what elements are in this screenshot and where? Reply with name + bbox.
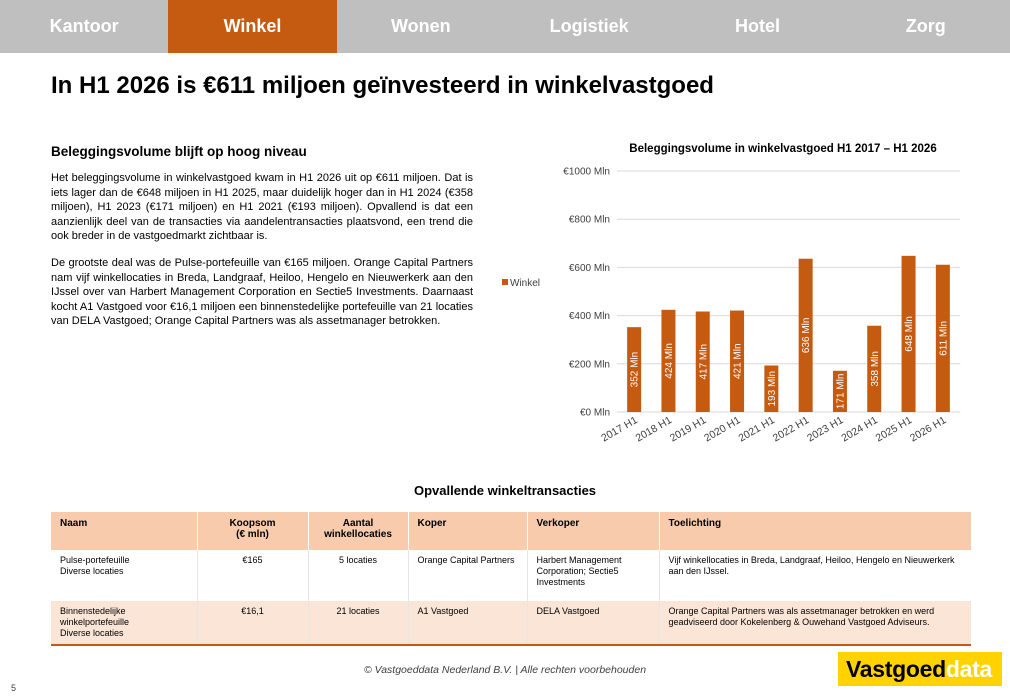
header-koper: Koper xyxy=(408,512,528,550)
cell-toelichting: Vijf winkellocaties in Breda, Landgraaf,… xyxy=(659,550,971,601)
tab-logistiek[interactable]: Logistiek xyxy=(549,16,629,36)
cell-naam: Pulse-portefeuille Diverse locaties xyxy=(51,550,198,601)
bar-data-label: 421 Mln xyxy=(733,343,744,379)
intro-paragraph: Het beleggingsvolume in winkelvastgoed k… xyxy=(51,172,473,242)
sector-tabs: Kantoor Winkel Wonen Logistiek Hotel Zor… xyxy=(0,0,1010,53)
x-tick-label: 2025 H1 xyxy=(874,414,915,444)
cell-aantal: 5 locaties xyxy=(308,550,409,601)
bar-data-label: 611 Mln xyxy=(938,321,949,356)
vastgoeddata-logo: Vastgoed data xyxy=(838,652,1002,686)
cell-koopsom: €16,1 xyxy=(197,601,309,646)
x-tick-label: 2020 H1 xyxy=(702,414,743,444)
bar xyxy=(764,365,779,412)
investment-volume-chart: Beleggingsvolume in winkelvastgoed H1 20… xyxy=(502,143,960,444)
legend-swatch xyxy=(502,279,508,285)
table-title: Opvallende winkeltransacties xyxy=(413,483,597,498)
copyright-footer: © Vastgoeddata Nederland B.V. | Alle rec… xyxy=(363,664,647,676)
cell-aantal: 21 locaties xyxy=(308,601,409,646)
cell-koper: A1 Vastgoed xyxy=(408,601,528,646)
bar-data-label: 358 Mln xyxy=(870,351,881,387)
logo-text-part1: Vastgoed xyxy=(846,655,946,682)
y-tick-label: €0 Mln xyxy=(580,408,610,419)
header-naam: Naam xyxy=(51,512,198,550)
bar xyxy=(901,255,916,412)
bar xyxy=(730,310,745,412)
bar-data-label: 424 Mln xyxy=(664,343,675,379)
bar-data-label: 193 Mln xyxy=(767,371,778,407)
tab-wonen[interactable]: Wonen xyxy=(390,16,451,36)
bar xyxy=(627,327,642,412)
y-tick-label: €400 Mln xyxy=(569,311,610,322)
cell-koopsom: €165 xyxy=(197,550,309,601)
section-heading: Beleggingsvolume blijft op hoog niveau xyxy=(51,144,307,159)
x-tick-label: 2021 H1 xyxy=(736,414,777,444)
tab-winkel[interactable]: Winkel xyxy=(168,0,337,53)
x-tick-label: 2022 H1 xyxy=(771,414,812,444)
x-tick-label: 2023 H1 xyxy=(805,414,846,444)
deals-paragraph: De grootste deal was de Pulse-portefeuil… xyxy=(51,257,473,327)
bar-data-label: 171 Mln xyxy=(835,374,846,410)
y-tick-label: €800 Mln xyxy=(569,215,610,226)
bar-data-label: 417 Mln xyxy=(698,344,709,380)
cell-koper: Orange Capital Partners xyxy=(408,550,528,601)
cell-verkoper: DELA Vastgoed xyxy=(527,601,660,646)
table-header-row: Naam Koopsom (€ mln) Aantal winkellocaties… xyxy=(51,512,971,550)
y-tick-label: €600 Mln xyxy=(569,263,610,274)
bar-data-label: 636 Mln xyxy=(801,318,812,354)
page-title: In H1 2026 is €611 miljoen geïnvesteerd … xyxy=(51,72,714,99)
bar xyxy=(661,309,676,412)
y-tick-label: €200 Mln xyxy=(569,359,610,370)
legend-label: Winkel xyxy=(510,278,540,289)
bar xyxy=(867,325,882,412)
header-verkoper: Verkoper xyxy=(527,512,660,550)
x-tick-label: 2026 H1 xyxy=(908,414,949,444)
page-number: 5 xyxy=(11,683,17,693)
table-row: Binnenstedelijke winkelportefeuille Diver… xyxy=(51,601,971,646)
tab-hotel[interactable]: Hotel xyxy=(734,16,780,36)
cell-verkoper: Harbert Management Corporation; Sectie5 … xyxy=(527,550,660,601)
chart-y-axis: €0 Mln €200 Mln €400 Mln €600 Mln €800 Mln €1… xyxy=(563,167,610,419)
deals-table: Naam Koopsom (€ mln) Aantal winkellocaties… xyxy=(51,512,971,646)
bar xyxy=(798,258,813,412)
cell-naam: Binnenstedelijke winkelportefeuille Diver… xyxy=(51,601,198,646)
x-tick-label: 2017 H1 xyxy=(599,414,640,444)
x-tick-label: 2019 H1 xyxy=(668,414,709,444)
header-koopsom: Koopsom (€ mln) xyxy=(197,512,309,550)
table-row: Pulse-portefeuille Diverse locaties €165 … xyxy=(51,550,971,601)
chart-legend: Winkel xyxy=(502,278,540,289)
bar-data-label: 648 Mln xyxy=(904,316,915,352)
bar xyxy=(935,264,950,412)
header-toelichting: Toelichting xyxy=(659,512,971,550)
bar xyxy=(832,370,847,412)
chart-title: Beleggingsvolume in winkelvastgoed H1 20… xyxy=(629,143,936,155)
bar xyxy=(695,311,710,412)
tab-zorg[interactable]: Zorg xyxy=(905,16,946,36)
x-tick-label: 2018 H1 xyxy=(634,414,675,444)
x-tick-label: 2024 H1 xyxy=(839,414,880,444)
logo-text-part2: data xyxy=(945,655,992,682)
tab-kantoor[interactable]: Kantoor xyxy=(49,16,119,36)
bar-data-label: 352 Mln xyxy=(630,352,641,388)
header-aantal: Aantal winkellocaties xyxy=(308,512,409,550)
chart-bars: 352 Mln 424 Mln 417 Mln 421 Mln 193 Mln 636 M… xyxy=(627,255,950,412)
y-tick-label: €1000 Mln xyxy=(563,167,610,178)
cell-toelichting: Orange Capital Partners was als assetman… xyxy=(659,601,971,646)
